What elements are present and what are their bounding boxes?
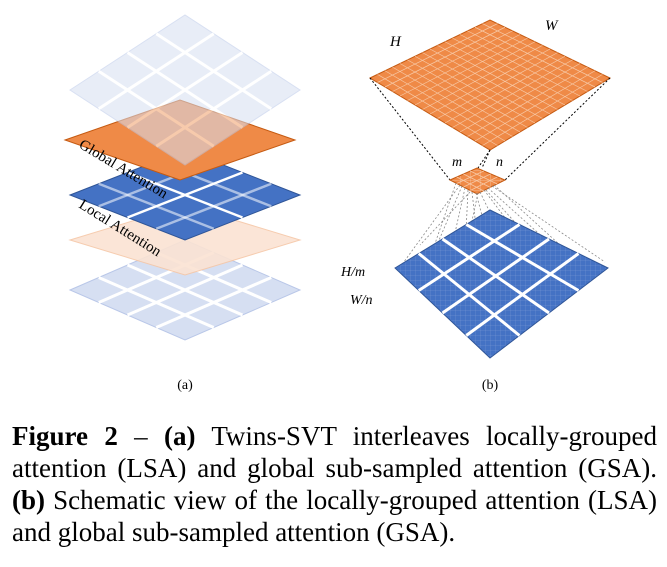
grid-line [467,66,588,137]
downsample-connectors [369,77,611,181]
panel-a-caption: (a) [177,378,193,393]
feature-map-hw [368,19,612,151]
caption-part-a-text: Twins-SVT interleaves locally-grouped at… [12,421,657,483]
panel-b-caption: (b) [482,378,499,393]
grid-line [474,26,596,88]
caption-dash: – [117,421,164,451]
grid-line [452,59,573,128]
grid-line [444,41,566,106]
grid-line [429,48,551,115]
n-label: n [496,155,503,170]
hm-label: H/m [340,265,365,280]
h-label: H [389,34,402,50]
panel-b: H W m n [340,18,612,393]
subsampled-map-mn [448,167,507,195]
caption-part-b-text: Schematic view of the locally-grouped at… [12,485,657,547]
panel-a: Local Attention Global Attention (a) [63,14,302,393]
grid-line [482,23,603,83]
twins-svt-figure: Local Attention Global Attention (a) H W [63,14,612,393]
figure-label: Figure 2 [12,421,118,451]
bottom-token-layer [68,239,302,341]
grid-line [437,45,558,110]
top-token-layer [69,14,301,166]
wn-label: W/n [350,293,373,308]
w-label: W [545,18,559,34]
grid-line [459,63,581,133]
figure-caption: Figure 2 – (a) Twins-SVT interleaves loc… [12,420,657,548]
caption-part-a-marker: (a) [164,421,196,451]
grid-line [437,52,558,119]
caption-part-b-marker: (b) [12,485,45,515]
grid-line [452,37,573,101]
grouped-map [394,209,609,359]
grid-line [459,34,581,97]
grid-line [467,30,588,92]
grid-line [474,70,596,142]
m-label: m [452,155,462,170]
grid-line [482,74,603,146]
grid-line [444,55,566,124]
local-attention-layer [68,149,302,241]
